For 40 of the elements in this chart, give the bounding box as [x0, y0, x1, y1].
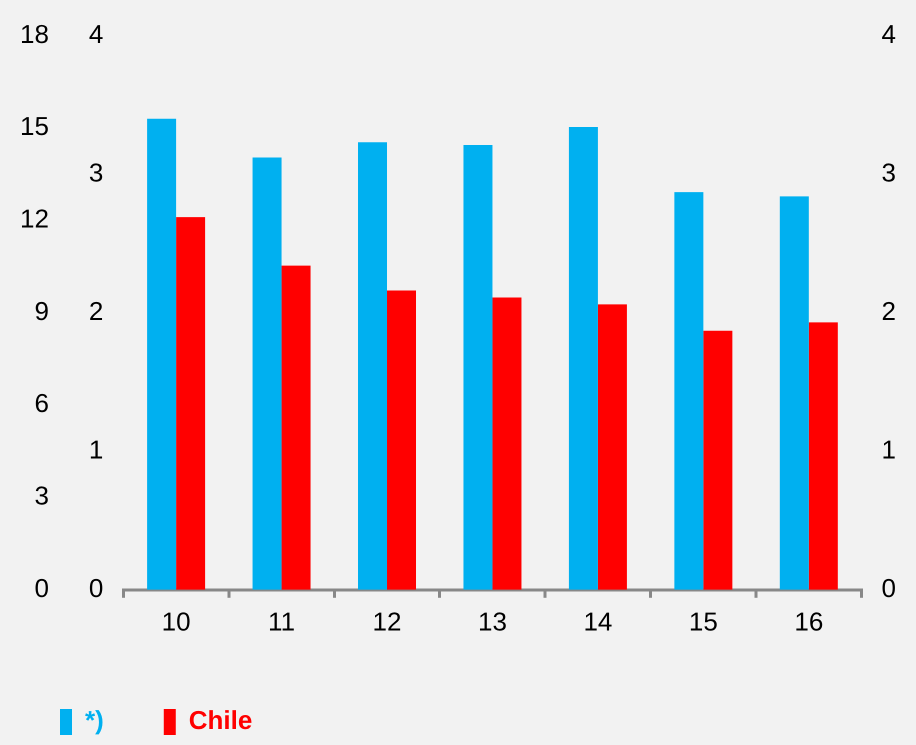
bar: [463, 145, 492, 590]
bar: [703, 330, 732, 590]
y2-tick-label: 3: [882, 157, 896, 188]
bar: [674, 192, 704, 590]
x-tick-label: 13: [478, 606, 507, 637]
x-tick-label: 10: [162, 606, 191, 637]
y2-tick-label: 1: [882, 434, 896, 464]
x-tick-label: 15: [688, 606, 718, 637]
bar: [568, 127, 598, 590]
bar: [176, 217, 206, 590]
bar: [808, 322, 838, 590]
y3-tick-label: 15: [20, 111, 49, 142]
bar: [147, 118, 176, 590]
legend-label: Chile: [188, 705, 252, 736]
bar: [252, 158, 282, 590]
bar: [282, 266, 311, 590]
x-tick-label: 12: [372, 606, 402, 637]
y2-tick-label: 0: [882, 572, 896, 603]
y2-tick-label: 4: [882, 18, 896, 49]
y2-tick-label: 2: [882, 296, 896, 326]
y-tick-label: 3: [88, 157, 104, 188]
y3-tick-label: 0: [34, 572, 49, 603]
bar: [492, 297, 522, 590]
y3-tick-label: 18: [20, 18, 49, 49]
x-tick-label: 16: [794, 606, 824, 637]
y-tick-label: 0: [88, 572, 104, 603]
y-tick-label: 4: [88, 18, 104, 49]
bar: [598, 304, 627, 590]
y3-tick-label: 6: [34, 388, 49, 418]
bar: [387, 290, 416, 590]
bar: [780, 196, 809, 590]
x-tick-label: 11: [268, 606, 296, 637]
y-tick-label: 2: [88, 296, 104, 326]
bar: [358, 142, 388, 590]
x-tick-label: 14: [583, 606, 612, 637]
y3-tick-label: 9: [34, 296, 49, 326]
legend-label: *): [85, 705, 104, 736]
y3-tick-label: 3: [34, 480, 49, 511]
y3-tick-label: 12: [20, 204, 49, 234]
y-tick-label: 1: [88, 434, 104, 464]
